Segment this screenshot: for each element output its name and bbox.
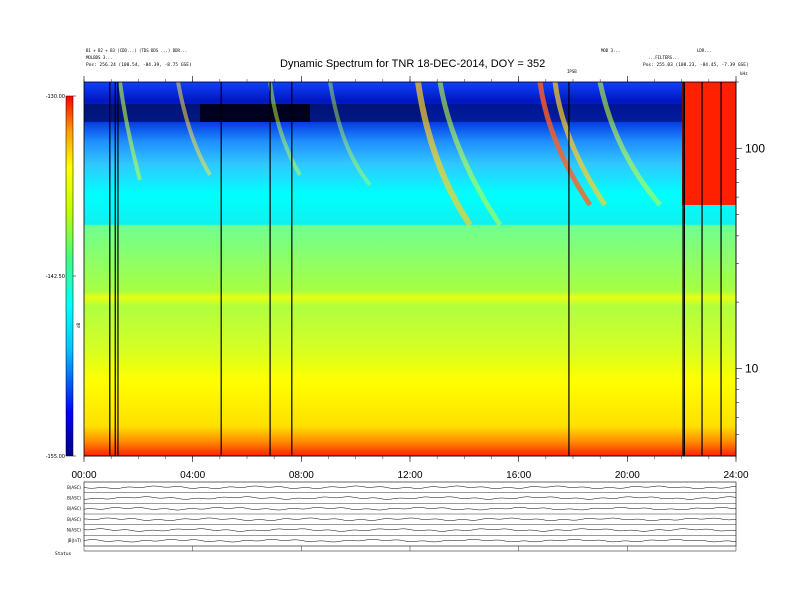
burst-ridge [268,82,302,177]
panel-trace [83,485,737,489]
frequency-tick-label: 10 [745,361,759,375]
header-right-position: Pos: 255.03 (108.23, -84.45, -7.39 GSE) [643,63,749,68]
header-left-line2: MOLBDS 3... [86,55,113,60]
panel-label: B(ASC) [67,517,81,522]
burst-ridge [597,82,662,207]
frequency-axis-top-label: kHz [740,71,747,76]
top-time-ticks [83,76,737,82]
colorbar [65,95,74,457]
panel-trace [83,496,737,500]
panel-trace [83,528,737,532]
time-tick-label: 20:00 [615,470,640,481]
panel-trace [83,539,737,543]
burst-patch [682,82,736,205]
time-tick-label: 16:00 [506,470,531,481]
header-right-line1: MOD 3... [601,48,621,53]
panel-label: B(ASC) [67,496,81,501]
colorbar-tick-label: -130.00 [46,94,65,100]
burst-ridge [415,82,473,227]
colorbar-ticks: -130.00 -142.50 -155.00 [46,94,76,460]
time-tick-label: 00:00 [71,470,96,481]
time-tick-label: 04:00 [180,470,205,481]
parameter-panels: B(ASC) B(ASC) B(ASC) B(ASC) N(ASC) |B|(nT) [67,481,737,552]
header-right-line2: LDR... [697,48,712,53]
burst-ridge [176,82,212,177]
time-tick-label: 08:00 [289,470,314,481]
burst-ridge [118,82,142,181]
chart-title: Dynamic Spectrum for TNR 18-DEC-2014, DO… [280,58,546,70]
event-marker-label: IPSB [567,69,577,74]
header-left-line1: B1 + B2 + B3 (CDD...) (TDS DDS ...) DDR.… [86,48,188,53]
frequency-axis: 100 10 [735,81,765,456]
panel-label: B(ASC) [67,506,81,511]
spectrogram-background [84,82,736,456]
burst-ridge [328,82,372,187]
colorbar-tick-label: -142.50 [46,274,65,280]
data-gaps [109,82,722,456]
dark-band [200,104,310,122]
panel-trace [83,507,737,511]
time-axis: 00:00 04:00 08:00 12:00 16:00 20:00 24:00 [71,455,749,481]
panel-trace [83,517,737,521]
time-tick-label: 24:00 [723,470,748,481]
status-label: Status [55,552,72,557]
panel-label: B(ASC) [67,485,81,490]
panel-label: |B|(nT) [67,538,81,543]
dark-band [420,104,682,122]
header-right-line3: ...FILTERS... [648,55,680,60]
header-left-position: Pos: 256.24 (108.54, -84.39, -8.75 GSE) [86,63,192,68]
frequency-tick-label: 100 [745,141,765,155]
spectrogram [84,82,736,456]
colorbar-units: dB [76,322,81,328]
burst-ridge [437,82,503,227]
burst-ridge [552,82,608,207]
burst-ridge [537,82,593,207]
time-tick-label: 12:00 [397,470,422,481]
panel-label: N(ASC) [67,528,82,533]
colorbar-tick-label: -155.00 [46,454,65,460]
